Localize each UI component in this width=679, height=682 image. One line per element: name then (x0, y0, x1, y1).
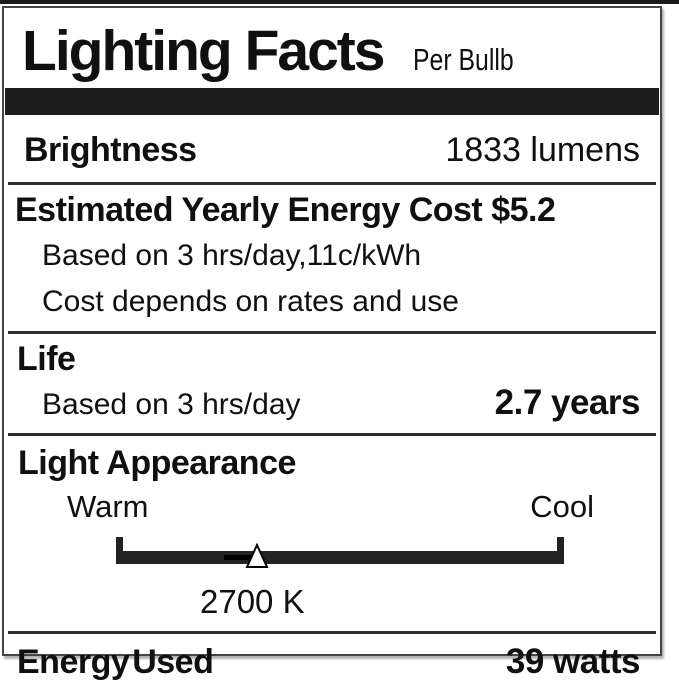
track-right-cap (557, 537, 564, 564)
energy-cost-heading: Estimated Yearly Energy Cost $5.2 (15, 191, 556, 229)
light-appearance-label: Light Appearance (18, 444, 296, 482)
track-dash-mark (224, 555, 256, 560)
divider (8, 182, 656, 185)
label-title: Lighting Facts (22, 19, 385, 83)
header-black-bar (5, 88, 659, 115)
energy-cost-note-rates: Cost depends on rates and use (42, 285, 459, 318)
energy-used-label: Energy Used (17, 643, 214, 681)
color-temperature-value: 2700 K (200, 583, 305, 620)
divider (8, 433, 656, 436)
label-subtitle: Per Bullb (413, 42, 515, 77)
brightness-value: 1833 lumens (445, 131, 640, 169)
energy-cost-note-basis: Based on 3 hrs/day,11c/kWh (42, 239, 422, 272)
warm-cool-row: Warm Cool (4, 483, 660, 525)
color-temperature-track (116, 537, 564, 568)
divider (8, 331, 656, 334)
color-temp-marker (245, 543, 269, 568)
track-left-cap (116, 537, 123, 564)
life-label: Life (17, 340, 76, 378)
energy-used-value: 39 watts (505, 642, 641, 681)
brightness-row: Brightness 1833 lumens (4, 115, 660, 182)
life-basis: Based on 3 hrs/day (42, 388, 301, 421)
lighting-facts-label: Lighting Facts Per Bullb Brightness 1833… (2, 6, 662, 681)
warm-label: Warm (67, 489, 149, 524)
life-value: 2.7 years (494, 383, 641, 422)
scan-artifact-line (0, 0, 679, 4)
life-row: Based on 3 hrs/day 2.7 years (4, 379, 660, 433)
color-temperature-scale (4, 533, 660, 581)
title-row: Lighting Facts Per Bullb (4, 8, 660, 86)
divider (8, 631, 656, 634)
brightness-label: Brightness (24, 131, 197, 169)
energy-used-row: Energy Used 39 watts (4, 634, 660, 682)
cool-label: Cool (530, 489, 594, 524)
